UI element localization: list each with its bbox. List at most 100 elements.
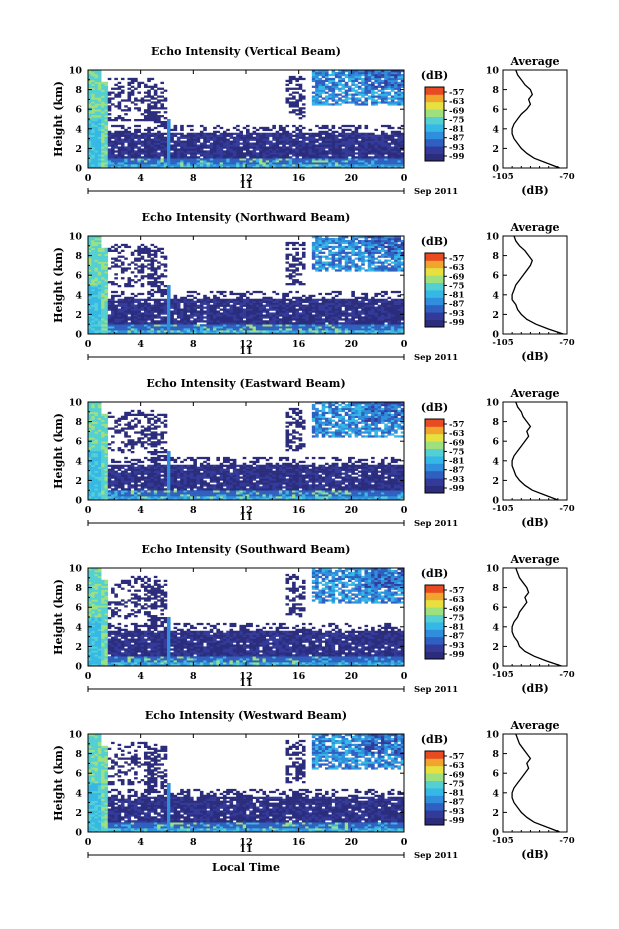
- heatmap-cell: [127, 279, 132, 282]
- heatmap-cell: [315, 160, 319, 163]
- heatmap-cell: [170, 314, 174, 317]
- heatmap-cell: [357, 158, 362, 161]
- heatmap-cell: [351, 75, 355, 79]
- heatmap-cell: [334, 290, 339, 294]
- heatmap-cell: [301, 322, 306, 325]
- heatmap-cell: [364, 83, 369, 86]
- heatmap-cell: [193, 332, 197, 335]
- heatmap-cell: [390, 77, 395, 81]
- heatmap-cell: [203, 128, 207, 132]
- heatmap-cell: [180, 152, 184, 155]
- heatmap-cell: [301, 77, 306, 81]
- heatmap-cell: [321, 75, 326, 79]
- heatmap-cell: [120, 152, 125, 155]
- heatmap-cell: [321, 160, 326, 163]
- heatmap-cell: [334, 150, 339, 153]
- heatmap-cell: [101, 105, 105, 108]
- heatmap-cell: [206, 158, 211, 161]
- heatmap-cell: [97, 70, 102, 73]
- heatmap-cell: [384, 166, 388, 169]
- heatmap-cell: [183, 164, 188, 167]
- heatmap-cell: [104, 81, 109, 85]
- heatmap-cell: [331, 79, 336, 83]
- heatmap-cell: [259, 290, 263, 294]
- heatmap-cell: [301, 126, 306, 130]
- heatmap-cell: [315, 93, 319, 96]
- heatmap-cell: [111, 283, 115, 286]
- heatmap-cell: [318, 85, 323, 88]
- heatmap-cell: [364, 269, 369, 272]
- heatmap-cell: [242, 136, 247, 139]
- heatmap-cell: [344, 269, 349, 272]
- heatmap-cell: [292, 111, 296, 114]
- heatmap-cell: [282, 154, 286, 157]
- heatmap-cell: [285, 148, 290, 151]
- heatmap-cell: [91, 148, 95, 151]
- heatmap-cell: [298, 113, 303, 116]
- heatmap-cell: [334, 134, 339, 137]
- heatmap-cell: [120, 140, 125, 143]
- heatmap-cell: [137, 330, 141, 333]
- heatmap-cell: [305, 142, 309, 145]
- heatmap-cell: [390, 300, 395, 303]
- heatmap-cell: [387, 310, 392, 313]
- heatmap-cell: [111, 304, 115, 307]
- heatmap-cell: [97, 77, 102, 81]
- heatmap-cell: [308, 312, 313, 315]
- heatmap-cell: [338, 77, 342, 81]
- heatmap-cell: [140, 160, 145, 163]
- heatmap-cell: [367, 166, 372, 169]
- heatmap-cell: [262, 296, 267, 300]
- heatmap-cell: [163, 326, 168, 329]
- heatmap-cell: [167, 144, 171, 147]
- heatmap-cell: [97, 332, 102, 335]
- heatmap-cell: [91, 128, 95, 132]
- heatmap-cell: [140, 132, 145, 135]
- heatmap-cell: [318, 304, 323, 307]
- heatmap-cell: [311, 73, 316, 77]
- heatmap-cell: [298, 124, 303, 128]
- heatmap-cell: [344, 326, 349, 329]
- heatmap-cell: [114, 95, 118, 98]
- profile-frame: [502, 69, 568, 169]
- heatmap-cell: [183, 136, 188, 139]
- heatmap-cell: [130, 261, 135, 264]
- heatmap-cell: [331, 71, 336, 75]
- heatmap-cell: [101, 324, 105, 327]
- heatmap-cell: [259, 126, 263, 130]
- heatmap-cell: [167, 134, 171, 137]
- heatmap-cell: [88, 332, 92, 335]
- heatmap-cell: [196, 146, 201, 149]
- heatmap-cell: [318, 310, 323, 313]
- heatmap-cell: [397, 316, 402, 319]
- heatmap-cell: [397, 158, 402, 161]
- heatmap-cell: [374, 164, 378, 167]
- heatmap-cell: [400, 152, 405, 155]
- heatmap-cell: [134, 328, 138, 331]
- heatmap-cell: [285, 330, 290, 333]
- heatmap-cell: [94, 314, 99, 317]
- heatmap-cell: [97, 285, 102, 288]
- heatmap-cell: [351, 308, 355, 311]
- heatmap-cell: [246, 332, 250, 335]
- heatmap-cell: [147, 130, 151, 134]
- heatmap-cell: [114, 162, 118, 165]
- heatmap-cell: [288, 314, 293, 317]
- heatmap-cell: [246, 158, 250, 161]
- heatmap-cell: [318, 255, 323, 258]
- heatmap-cell: [97, 148, 102, 151]
- heatmap-cell: [364, 320, 369, 323]
- heatmap-cell: [137, 253, 141, 256]
- heatmap-cell: [111, 103, 115, 106]
- heatmap-cell: [371, 253, 375, 256]
- heatmap-cell: [219, 302, 224, 305]
- heatmap-cell: [348, 318, 352, 321]
- heatmap-cell: [104, 290, 109, 294]
- heatmap-cell: [150, 261, 155, 264]
- heatmap-cell: [269, 296, 273, 300]
- heatmap-cell: [134, 156, 138, 159]
- heatmap-cell: [143, 128, 148, 132]
- heatmap-cell: [130, 314, 135, 317]
- heatmap-cell: [124, 285, 128, 288]
- heatmap-cell: [331, 265, 336, 268]
